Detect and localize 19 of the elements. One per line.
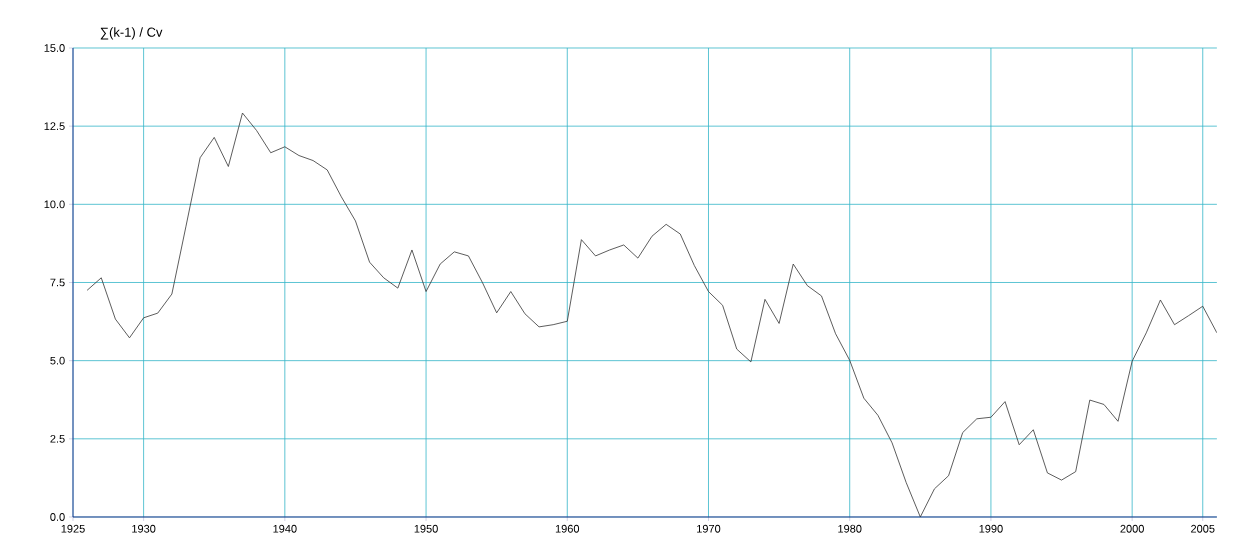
- x-tick-label: 2000: [1120, 524, 1144, 533]
- x-tick-label: 1970: [697, 524, 721, 533]
- x-tick-label: 1980: [838, 524, 862, 533]
- x-tick-label: 1960: [555, 524, 580, 533]
- y-tick-label: 12.5: [44, 122, 65, 131]
- y-tick-label: 7.5: [50, 278, 65, 287]
- x-tick-label: 1940: [273, 524, 297, 533]
- y-tick-label: 10.0: [44, 200, 65, 209]
- y-tick-label: 0.0: [50, 513, 65, 521]
- x-tick-label: 1930: [132, 524, 156, 533]
- x-tick-label: 1990: [979, 524, 1003, 533]
- x-tick-label: 1950: [414, 524, 438, 533]
- y-tick-label: 15.0: [44, 44, 65, 52]
- y-tick-label: 2.5: [50, 434, 65, 443]
- y-axis-title: ∑(k-1) / Cv: [100, 27, 163, 40]
- y-tick-label: 5.0: [50, 356, 65, 365]
- x-tick-label: 1925: [61, 524, 85, 533]
- line-series: [86, 112, 1217, 517]
- x-tick-label: 2005: [1191, 524, 1215, 533]
